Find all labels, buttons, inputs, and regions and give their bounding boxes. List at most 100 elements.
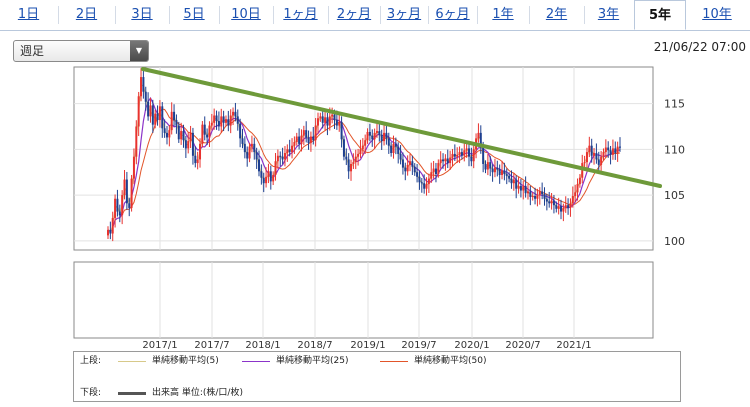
interval-select[interactable]: 週足 ▼: [13, 40, 149, 62]
candle-body: [571, 196, 574, 204]
candle-body: [383, 132, 386, 142]
candle-body: [262, 177, 265, 184]
candle-body: [394, 143, 397, 147]
tab-3[interactable]: 3日: [131, 7, 153, 22]
tab-8[interactable]: 3ヶ月: [386, 7, 422, 22]
legend-upper-label: 上段:: [80, 356, 102, 366]
candle-body: [326, 117, 329, 126]
candle-body: [526, 191, 529, 194]
candle-body: [364, 140, 367, 146]
tab-11[interactable]: 2年: [545, 7, 568, 22]
candle-body: [283, 153, 286, 160]
candle-body: [203, 124, 206, 135]
candle-body: [269, 171, 272, 182]
tab-10[interactable]: 1年: [492, 7, 514, 22]
volume-panel-frame: [73, 261, 654, 339]
chart-legend: 上段: 単純移動平均(5) 単純移動平均(25) 単純移動平均(50) 下段: …: [73, 351, 681, 402]
candle-body: [501, 170, 504, 175]
candle-body: [156, 113, 159, 121]
candle-body: [543, 194, 546, 199]
candle-body: [267, 171, 270, 177]
candle-body: [168, 130, 171, 138]
interval-select-value: 週足: [20, 44, 45, 58]
candle-body: [479, 132, 482, 148]
x-tick-label: 2017/7: [194, 340, 229, 350]
candle-body: [184, 140, 187, 149]
candle-body: [375, 131, 378, 133]
candle-body: [149, 105, 152, 117]
candle-body: [213, 115, 216, 123]
candle-body: [210, 122, 213, 126]
candle-body: [489, 162, 492, 169]
candle-body: [357, 153, 360, 157]
tab-6[interactable]: 1ヶ月: [283, 7, 318, 22]
candle-body: [333, 114, 336, 121]
candle-body: [460, 152, 463, 156]
tab-separator: [273, 6, 274, 24]
candle-body: [555, 205, 558, 209]
candle-body: [541, 191, 544, 195]
tab-4[interactable]: 5日: [183, 7, 205, 22]
candle-body: [241, 138, 244, 144]
candle-body: [253, 143, 256, 153]
candle-body: [576, 184, 579, 193]
tab-12[interactable]: 3年: [597, 7, 620, 22]
candle-body: [451, 153, 454, 158]
tab-5[interactable]: 10日: [231, 7, 261, 22]
candle-body: [503, 170, 506, 175]
legend-lower-label: 下段:: [80, 388, 102, 398]
candle-body: [590, 145, 593, 156]
candle-body: [300, 135, 303, 144]
candle-body: [260, 171, 263, 178]
candle-body: [265, 176, 268, 184]
candle-body: [413, 166, 416, 173]
candle-body: [567, 205, 570, 208]
candle-body: [387, 138, 390, 146]
tab-separator: [219, 6, 220, 24]
candle-body: [508, 175, 511, 179]
x-tick-label: 2021/1: [556, 340, 591, 350]
candle-body: [373, 132, 376, 140]
tab-9[interactable]: 6ヶ月: [435, 7, 470, 22]
candle-body: [470, 156, 473, 162]
tab-14[interactable]: 10年: [702, 7, 732, 22]
candle-body: [161, 106, 164, 129]
candle-body: [189, 132, 192, 142]
candle-body: [276, 155, 279, 162]
candle-body: [430, 172, 433, 179]
candle-body: [274, 161, 277, 175]
candle-body: [600, 156, 603, 165]
tab-separator: [115, 6, 116, 24]
candle-body: [111, 217, 114, 234]
candle-body: [401, 159, 404, 168]
candle-body: [593, 153, 596, 156]
dropdown-arrow-icon[interactable]: ▼: [130, 41, 148, 61]
tab-13[interactable]: 5年: [634, 0, 686, 30]
tab-separator: [477, 6, 478, 24]
candle-body: [588, 145, 591, 153]
candle-body: [295, 136, 298, 143]
candle-body: [583, 162, 586, 164]
tab-2[interactable]: 2日: [75, 7, 98, 22]
candle-body: [340, 121, 343, 140]
tab-7[interactable]: 2ヶ月: [336, 7, 372, 22]
candle-body: [609, 150, 612, 155]
candle-body: [484, 163, 487, 170]
candle-body: [109, 229, 112, 234]
candle-body: [420, 182, 423, 184]
candle-body: [359, 149, 362, 154]
candle-body: [611, 148, 614, 155]
candle-body: [239, 123, 242, 139]
candle-body: [439, 159, 442, 164]
candle-body: [569, 203, 572, 208]
candle-body: [619, 146, 621, 148]
candle-body: [248, 146, 251, 159]
candle-body: [585, 152, 588, 163]
candle-body: [392, 143, 395, 154]
candle-body: [354, 156, 357, 163]
candle-body: [548, 201, 551, 204]
candle-body: [399, 153, 402, 160]
candle-body: [465, 148, 468, 151]
tab-1[interactable]: 1日: [17, 7, 40, 22]
candle-body: [201, 124, 204, 144]
